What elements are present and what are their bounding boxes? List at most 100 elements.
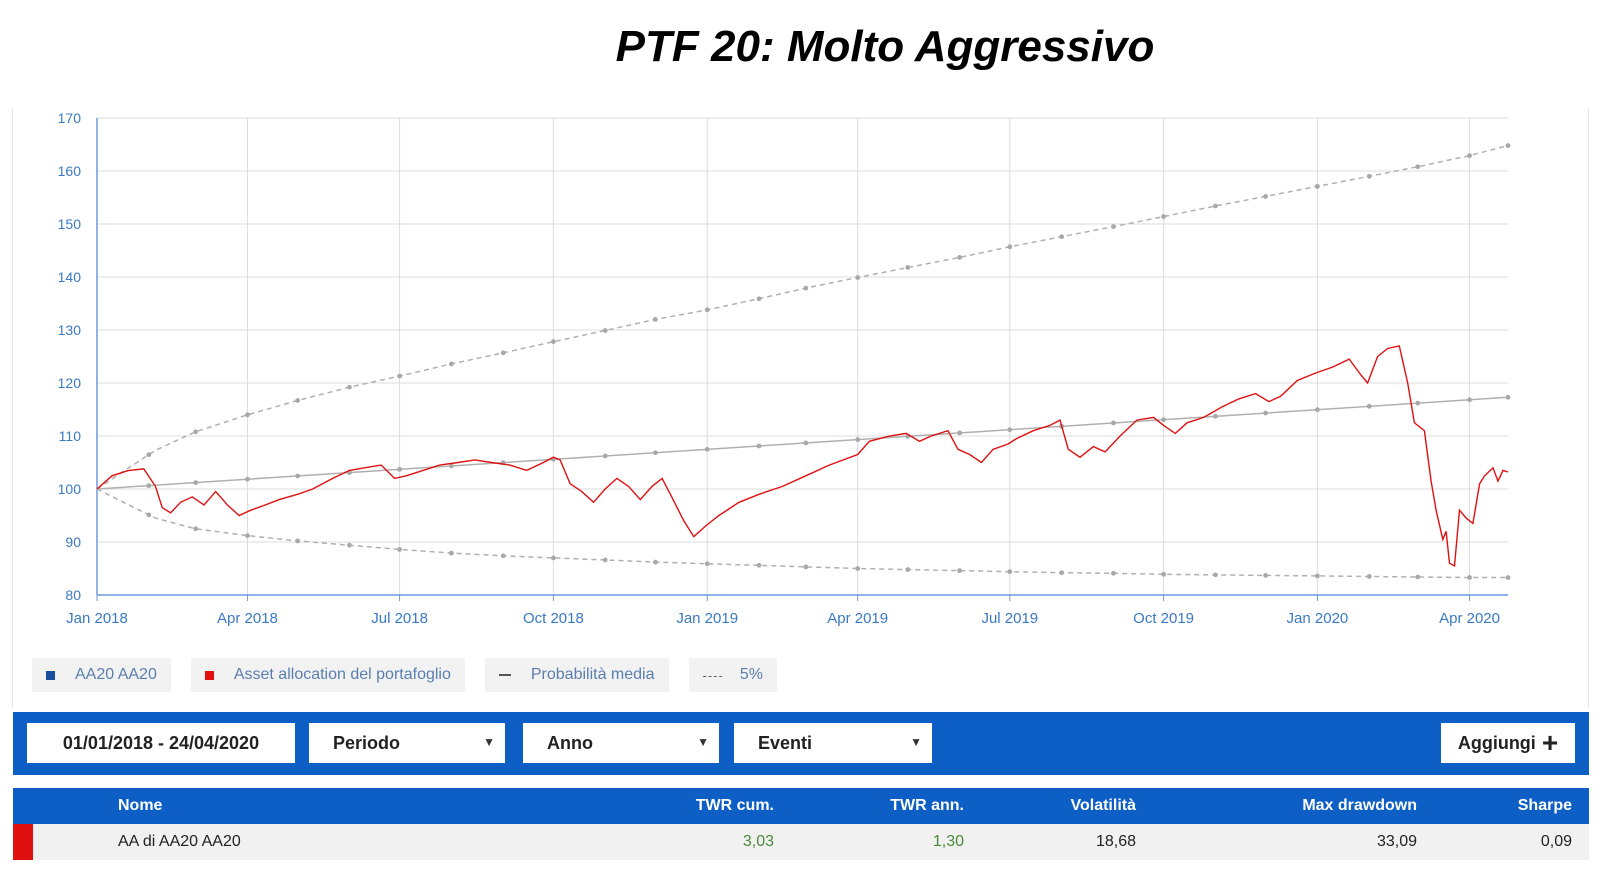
mean-probability-line-marker [803, 440, 809, 446]
x-tick-label: Jan 2020 [1287, 610, 1349, 627]
chart-axes [96, 118, 1508, 601]
mean-probability-line-marker [245, 476, 250, 482]
upper-5pct-line-marker [551, 339, 556, 345]
lower-5pct-line-marker [295, 538, 301, 544]
mean-probability-line-marker [1263, 410, 1268, 416]
lower-5pct-line-marker [1111, 570, 1116, 576]
upper-5pct-line-marker [756, 296, 762, 302]
y-tick-label: 110 [59, 428, 82, 444]
lower-5pct-line-marker [756, 562, 762, 568]
mean-probability-line-marker [1366, 403, 1372, 409]
mean-probability-line-marker [1467, 397, 1472, 403]
header-volatility[interactable]: Volatilità [1070, 797, 1137, 814]
mean-probability-line-marker [704, 446, 710, 452]
x-axis-labels: Jan 2018 Apr 2018 Jul 2018 Oct 2018 Jan 2019… [66, 610, 1500, 627]
lower-5pct-line-marker [146, 512, 152, 518]
lower-5pct-line-marker [449, 550, 454, 556]
upper-5pct-line-marker [1161, 214, 1167, 219]
upper-5pct-line-marker [1111, 224, 1116, 230]
mean-probability-line-marker [1007, 427, 1013, 433]
chart-legend: AA20 AA20 Asset allocation del portafogl… [32, 658, 777, 692]
mean-probability-line-marker [602, 453, 608, 459]
upper-5pct-line-marker [1213, 203, 1218, 209]
year-select-value: Anno [547, 732, 593, 753]
lower-5pct-line-marker [193, 526, 199, 532]
legend-label: Asset allocation del portafoglio [233, 666, 451, 683]
upper-5pct-line-marker [1263, 194, 1268, 199]
lower-5pct-line-marker [500, 553, 506, 559]
lower-5pct-line-marker [1315, 573, 1320, 579]
cell-volatility: 18,68 [1095, 833, 1136, 850]
panel-border-right [1588, 108, 1589, 708]
mean-probability-line-marker [1111, 420, 1116, 426]
upper-5pct-line-group [96, 143, 1511, 490]
upper-5pct-line-marker [652, 317, 658, 322]
y-tick-label: 80 [65, 587, 81, 603]
x-tick-label: Jul 2018 [371, 610, 428, 627]
mean-probability-line-marker [397, 466, 402, 472]
upper-5pct-line-marker [500, 350, 506, 356]
mean-probability-line-marker [1505, 394, 1511, 400]
cell-name: AA di AA20 AA20 [118, 833, 241, 850]
caret-down-icon: ▼ [697, 735, 709, 749]
lower-5pct-line-marker [905, 567, 911, 572]
lower-5pct-line-marker [551, 555, 556, 561]
lower-5pct-line-group [96, 488, 1511, 580]
header-max-drawdown[interactable]: Max drawdown [1302, 797, 1417, 814]
lower-5pct-line-marker [803, 564, 809, 570]
cell-max-drawdown: 33,09 [1376, 833, 1417, 850]
x-tick-label: Jan 2018 [66, 610, 128, 627]
lower-5pct-line-marker [957, 568, 963, 574]
header-twr-ann[interactable]: TWR ann. [890, 797, 964, 814]
lower-5pct-line-marker [397, 547, 402, 552]
upper-5pct-line-marker [1366, 173, 1372, 179]
header-twr-cum[interactable]: TWR cum. [695, 797, 774, 814]
legend-item-aa20[interactable]: AA20 AA20 [32, 658, 171, 692]
period-select[interactable]: Periodo ▼ [309, 723, 505, 763]
upper-5pct-line-marker [193, 429, 199, 435]
legend-swatch-portfolio [204, 670, 214, 680]
upper-5pct-line-marker [957, 254, 963, 260]
y-tick-label: 170 [58, 110, 82, 126]
legend-item-mean[interactable]: Probabilità media [484, 658, 669, 692]
chart-title: PTF 20: Molto Aggressivo [615, 22, 1155, 71]
legend-swatch-aa20 [46, 670, 55, 680]
portfolio-line [96, 345, 1509, 568]
events-select[interactable]: Eventi ▼ [734, 723, 932, 763]
y-tick-label: 130 [58, 322, 82, 338]
year-select[interactable]: Anno ▼ [523, 723, 719, 763]
mean-probability-line-marker [652, 450, 658, 456]
upper-5pct-line-marker [1415, 164, 1421, 170]
cell-sharpe: 0,09 [1540, 833, 1572, 850]
x-tick-label: Apr 2020 [1439, 610, 1500, 627]
mean-probability-line-marker [1213, 413, 1218, 419]
upper-5pct-line-marker [347, 384, 352, 390]
mean-probability-line-marker [146, 483, 152, 489]
toolbar: 01/01/2018 - 24/04/2020 Periodo ▼ Anno ▼… [13, 712, 1589, 775]
lower-5pct-line [96, 488, 1508, 579]
upper-5pct-line-marker [1059, 234, 1065, 240]
header-sharpe[interactable]: Sharpe [1517, 797, 1572, 814]
y-axis-labels: 80 90 100 110 120 130 140 150 160 170 [58, 110, 82, 603]
header-name[interactable]: Nome [118, 797, 163, 814]
legend-line-icon [498, 674, 511, 676]
legend-item-portfolio[interactable]: Asset allocation del portafoglio [190, 658, 465, 692]
upper-5pct-line-marker [855, 275, 861, 280]
upper-5pct-line-marker [245, 412, 250, 418]
mean-probability-line-marker [756, 443, 762, 449]
mean-probability-line-group [96, 394, 1511, 490]
upper-5pct-line [96, 144, 1509, 490]
x-tick-label: Apr 2019 [827, 610, 888, 627]
date-range-input[interactable]: 01/01/2018 - 24/04/2020 [27, 723, 295, 763]
table-row[interactable]: AA di AA20 AA20 3,03 1,30 18,68 33,09 0,… [13, 824, 1589, 860]
lower-5pct-line-marker [602, 557, 608, 563]
y-tick-label: 160 [58, 163, 82, 179]
add-button[interactable]: Aggiungi + [1441, 723, 1575, 763]
lower-5pct-line-marker [245, 533, 250, 539]
chart-grid [96, 117, 1508, 596]
legend-item-5pct[interactable]: ---- 5% [688, 658, 777, 692]
caret-down-icon: ▼ [483, 735, 495, 749]
lower-5pct-line-marker [1505, 575, 1511, 580]
lower-5pct-line-marker [1415, 574, 1421, 580]
x-tick-label: Oct 2019 [1133, 610, 1194, 627]
